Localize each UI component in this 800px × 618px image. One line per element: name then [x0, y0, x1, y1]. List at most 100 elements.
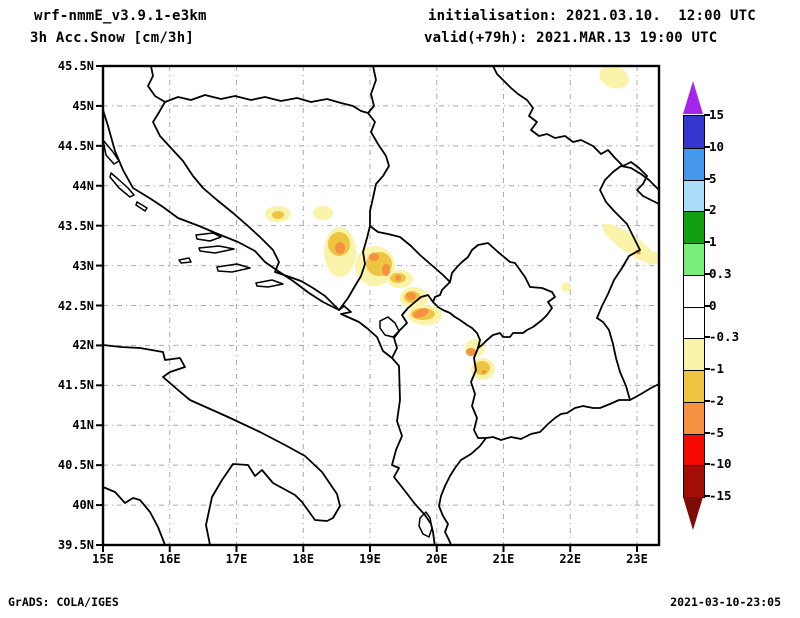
- colorbar-box: [684, 465, 704, 497]
- coastline-italy-tyrrhenian: [103, 486, 166, 545]
- colorbar-level-tick: [704, 272, 710, 275]
- colorbar-level-label: -1: [709, 361, 725, 376]
- lake-scutari: [379, 316, 400, 338]
- border-macedonia-bulgaria: [596, 317, 631, 401]
- snow-patch-level-5: [413, 308, 429, 318]
- snow-patch-level-5: [335, 242, 345, 254]
- grid-lines: [103, 66, 659, 545]
- snow-patch-level-5: [406, 292, 416, 300]
- colorbar-level-tick: [704, 431, 710, 434]
- snow-patch-level-5: [369, 253, 379, 261]
- colorbar-level-tick: [704, 145, 710, 148]
- map-outlines: [103, 66, 659, 545]
- snow-shading: [265, 66, 659, 380]
- snow-patch-level-5: [482, 370, 486, 374]
- snow-patch-level-5: [382, 264, 390, 276]
- colorbar-box: [684, 243, 704, 275]
- lat-tick-label: 40N: [72, 498, 94, 513]
- colorbar-level-label: 5: [709, 170, 717, 186]
- lon-tick-label: 17E: [225, 552, 248, 566]
- colorbar-level-label: -5: [709, 424, 725, 440]
- lon-tick-label: 22E: [559, 552, 582, 566]
- lat-tick-label: 42.5N: [57, 298, 94, 313]
- colorbar-box: [684, 338, 704, 370]
- colorbar-level-label: -0.3: [709, 329, 740, 345]
- snow-patch-level-1: [599, 66, 629, 89]
- snow-patch-level-1: [646, 251, 659, 265]
- colorbar-level-label: -15: [709, 488, 732, 503]
- border-sava-croatia-serbia: [164, 66, 377, 114]
- croatian-islands: [103, 139, 284, 288]
- lat-tick-label: 44N: [72, 178, 94, 193]
- border-drina-serbia-montenegro: [367, 112, 451, 283]
- lon-tick-label: 16E: [158, 552, 181, 566]
- valid-time-label: valid(+79h): 2021.MAR.13 19:00 UTC: [424, 30, 718, 46]
- axis-ticks: [96, 65, 638, 552]
- coastline-italy-adriatic: [103, 344, 341, 545]
- lon-tick-label: 20E: [425, 552, 448, 566]
- colorbar-level-tick: [704, 368, 710, 370]
- border-montenegro-albania: [391, 294, 434, 359]
- colorbar-level-tick: [704, 463, 710, 466]
- colorbar: [683, 115, 705, 498]
- snow-patch-level-5: [466, 348, 476, 356]
- border-croatia-bosnia: [152, 101, 340, 311]
- border-serbia-bulgaria: [596, 165, 659, 319]
- colorbar-level-label: -10: [709, 456, 732, 472]
- lon-tick-label: 23E: [626, 552, 648, 566]
- colorbar-box: [684, 179, 704, 212]
- border-albania-greece: [438, 437, 487, 545]
- colorbar-arrow-bottom: [683, 497, 703, 530]
- colorbar-level-tick: [704, 399, 710, 402]
- colorbar-box: [684, 370, 704, 402]
- border-danube-serbia-romania: [492, 66, 659, 205]
- init-time-label: initialisation: 2021.03.10. 12:00 UTC: [428, 8, 756, 24]
- snow-patch-level-2: [474, 361, 490, 375]
- colorbar-level-tick: [704, 241, 710, 243]
- lat-tick-label: 42N: [72, 338, 94, 353]
- border-slovenia-croatia: [147, 66, 166, 103]
- lon-tick-label: 21E: [492, 552, 515, 566]
- colorbar-level-tick: [704, 177, 710, 180]
- snow-patch-level-2: [272, 211, 284, 219]
- colorbar-box: [684, 274, 704, 307]
- colorbar-box: [684, 147, 704, 180]
- colorbar-level-label: 15: [709, 107, 725, 122]
- lat-tick-label: 44.5N: [57, 138, 94, 153]
- colorbar-level-label: 1: [709, 234, 717, 249]
- colorbar-level-label: 0.3: [709, 265, 732, 281]
- lat-tick-label: 43N: [72, 258, 94, 273]
- lat-tick-label: 45N: [72, 98, 94, 113]
- plot-timestamp: 2021-03-10-23:05: [670, 595, 781, 609]
- colorbar-level-label: 10: [709, 138, 725, 154]
- map-canvas: [96, 64, 661, 552]
- colorbar-arrow-top: [683, 81, 703, 114]
- border-macedonia-greece: [485, 399, 631, 441]
- colorbar-box: [684, 401, 704, 434]
- lon-tick-label: 19E: [359, 552, 381, 566]
- snow-patch-level-1: [602, 223, 658, 265]
- lat-tick-label: 43.5N: [57, 218, 94, 233]
- colorbar-level-label: 0: [709, 297, 717, 313]
- coastline-east-adriatic: [103, 109, 436, 545]
- border-bulgaria-greece: [629, 383, 659, 401]
- snow-patch-level-1: [561, 282, 571, 292]
- model-title: wrf-nmmE_v3.9.1-e3km: [34, 8, 207, 24]
- map-frame: [101, 64, 661, 547]
- lat-tick-label: 39.5N: [57, 538, 94, 552]
- lon-tick-label: 18E: [292, 552, 315, 566]
- grads-credit: GrADS: COLA/IGES: [8, 595, 119, 609]
- colorbar-level-tick: [704, 114, 710, 116]
- border-kosovo: [432, 242, 556, 349]
- colorbar-level-label: 2: [709, 202, 717, 218]
- colorbar-level-tick: [704, 336, 710, 339]
- field-title: 3h Acc.Snow [cm/3h]: [30, 30, 194, 46]
- snow-patch-level-5: [395, 275, 401, 281]
- colorbar-box: [684, 306, 704, 339]
- colorbar-level-tick: [704, 495, 710, 497]
- colorbar-level-tick: [704, 209, 710, 212]
- colorbar-level-tick: [704, 304, 710, 307]
- lat-tick-label: 40.5N: [57, 458, 94, 473]
- lat-tick-label: 41.5N: [57, 378, 94, 393]
